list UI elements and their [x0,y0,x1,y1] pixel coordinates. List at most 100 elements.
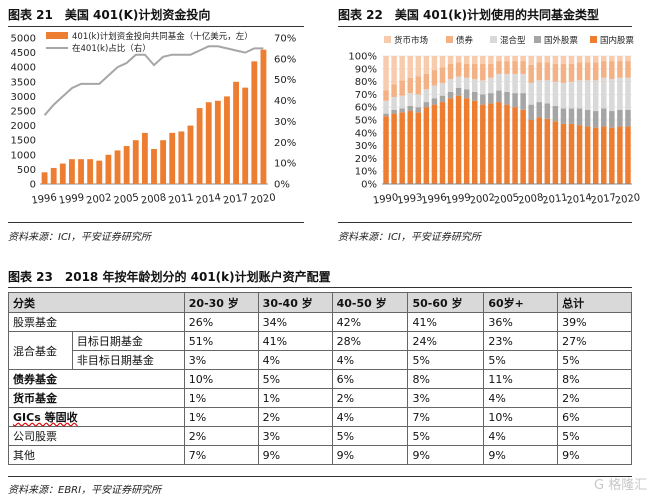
y-left-tick-label: 2000 [11,121,36,132]
table-row: 其他 7% 9% 9% 9% 9% 9% [8,445,632,465]
table-cell: 27% [557,331,632,351]
bar-segment [455,62,462,77]
bar-segment [447,63,454,80]
fig22-title-rule [338,26,632,27]
bar-segment [455,95,462,184]
y-right-tick-label: 40% [274,96,296,107]
bar-segment [399,80,405,96]
bar-segment [431,56,438,71]
bar-segment [617,109,623,127]
table-cell: 11% [483,369,559,389]
x-tick-label: 2011 [168,192,195,206]
table-cell: 5% [407,350,485,370]
bar-segment [625,109,631,127]
bar-segment [431,85,438,99]
row-label: 股票基金 [8,312,185,332]
x-tick-label: 2005 [113,192,140,206]
x-tick-label: 2017 [222,192,249,206]
table-cell: 8% [557,369,632,389]
bar-segment [472,63,478,80]
bar-segment [423,73,430,90]
fig22-source: 资料来源：ICI，平安证券研究所 [338,232,481,243]
header-total: 总计 [557,292,632,313]
bar-segment [601,77,607,109]
bar-segment [423,102,430,108]
bar-segment [520,61,526,74]
x-tick-label: 2014 [195,192,222,206]
bar-segment [463,89,470,99]
bar-segment [439,67,446,83]
bar-segment [488,103,494,184]
bar-segment [415,94,422,108]
bar [105,154,112,184]
table-cell: 41% [257,331,333,351]
y-left-tick-label: 4000 [11,63,36,74]
bar-segment [544,56,551,63]
table-cell: 41% [407,312,485,332]
table-cell: 9% [257,445,333,465]
legend-label-bars: 401(k)计划资金投向共同基金（十亿美元，左） [72,31,253,42]
table-cell: 5% [407,426,485,446]
bar-segment [391,84,397,97]
y-tick-label: 80% [355,77,377,88]
bar-segment [576,62,583,81]
y-tick-label: 100% [348,52,377,63]
row-label: 其他 [8,445,185,465]
table-cell: 9% [557,445,632,465]
table-cell: 4% [483,426,559,446]
x-tick-label: 1990 [372,192,399,206]
bar-segment [399,56,405,81]
bar-segment [399,95,405,109]
bar-segment [584,80,591,110]
bar-segment [592,111,599,128]
bar-segment [512,107,518,184]
bar-segment [552,81,559,106]
bar-segment [480,56,486,64]
bar-segment [609,111,615,128]
bar [87,159,94,184]
bar-segment [617,77,623,110]
bar-segment [439,56,446,68]
bar [96,160,103,184]
x-tick-label: 2005 [493,192,520,206]
bar-segment [455,76,462,88]
y-tick-label: 10% [355,167,377,178]
bar-segment [383,116,389,184]
bar-segment [423,89,430,103]
bar-segment [431,104,438,184]
header-age-20-30: 20-30 岁 [183,292,259,313]
table-cell: 4% [331,350,409,370]
table-cell: 2% [183,426,259,446]
legend-swatch [590,36,597,43]
bar-segment [496,90,502,103]
bar-segment [431,70,438,86]
y-tick-label: 90% [355,64,377,75]
bar [69,159,75,184]
y-tick-label: 50% [355,116,377,127]
bar [196,108,203,184]
y-left-tick-label: 5000 [11,34,36,45]
bar-segment [480,104,486,184]
bar-segment [592,62,599,81]
x-tick-label: 2002 [469,192,496,206]
bar [151,148,157,184]
bar-segment [415,56,422,77]
bar-segment [528,82,534,105]
bar [123,146,130,184]
bar-segment [383,100,389,114]
row-label: 目标日期基金 [71,331,185,351]
row-label: 非目标日期基金 [71,350,185,370]
x-tick-label: 2020 [250,192,277,206]
bar [141,132,148,184]
bar-segment [520,73,526,94]
bar-segment [439,82,446,96]
bar-segment [496,56,502,62]
bar-segment [584,62,591,81]
y-right-tick-label: 20% [274,138,296,149]
y-right-tick-label: 0% [274,180,290,191]
bar-segment [496,102,502,184]
table-header-row: 分类 20-30 岁 30-40 岁 40-50 岁 50-60 岁 60岁+ … [8,292,632,313]
bar-segment [625,77,631,110]
bar-segment [496,73,502,91]
bar-segment [520,93,526,110]
